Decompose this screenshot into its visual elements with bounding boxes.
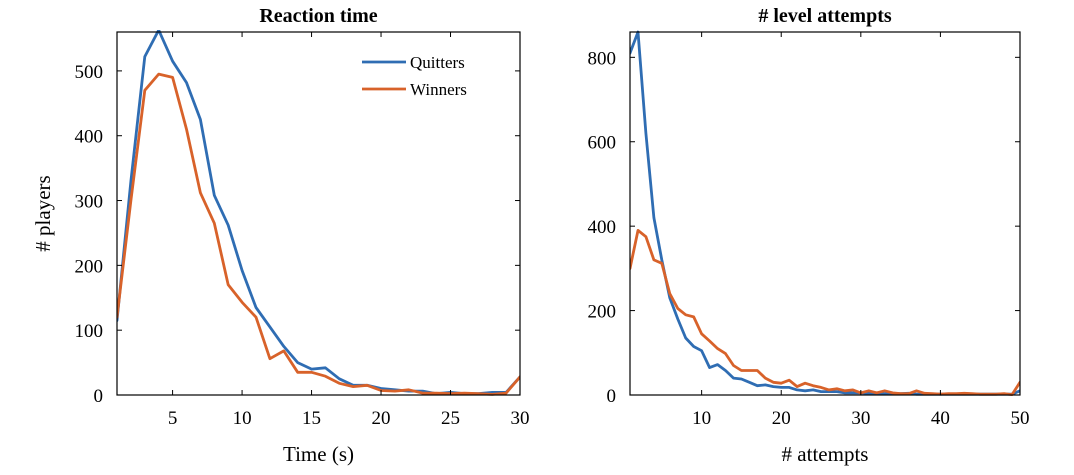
chart2-series-quitters-line <box>630 30 1020 396</box>
chart1-y-tick-label: 0 <box>94 386 104 407</box>
chart2-x-tick-label: 30 <box>851 408 870 429</box>
chart1-x-tick-label: 25 <box>441 408 460 429</box>
chart2-title: # level attempts <box>758 5 892 27</box>
chart2-y-tick-label: 400 <box>588 217 617 238</box>
chart1-title: Reaction time <box>259 5 377 27</box>
chart1-y-tick-label: 200 <box>75 256 104 277</box>
chart1-y-tick-label: 500 <box>75 62 104 83</box>
chart1-y-tick-label: 300 <box>75 192 104 213</box>
chart2-y-tick-label: 200 <box>588 302 617 323</box>
chart2-y-tick-label: 800 <box>588 48 617 69</box>
chart1-x-axis-label: Time (s) <box>283 442 354 466</box>
chart2-x-tick-label: 20 <box>772 408 791 429</box>
chart2-y-tick-label: 0 <box>607 386 617 407</box>
chart2-series-winners-line <box>630 228 1020 397</box>
chart1-legend-label-quitters: Quitters <box>410 53 465 72</box>
chart1-x-tick-label: 15 <box>302 408 321 429</box>
chart1-y-axis-label: # players <box>31 175 55 251</box>
chart-panel-2: # level attempts 10 20 30 40 50 0 200 400 600 800 #… <box>588 5 1030 466</box>
chart2-y-tick-label: 600 <box>588 133 617 154</box>
chart1-y-tick-label: 100 <box>75 321 104 342</box>
chart1-x-tick-label: 10 <box>233 408 252 429</box>
chart1-x-tick-label: 5 <box>168 408 178 429</box>
chart1-x-tick-label: 30 <box>511 408 530 429</box>
chart1-axes-frame <box>116 31 521 396</box>
chart2-x-axis-label: # attempts <box>782 442 869 466</box>
chart1-legend-label-winners: Winners <box>410 80 467 99</box>
chart2-x-tick-label: 40 <box>931 408 950 429</box>
chart1-x-tick-label: 20 <box>372 408 391 429</box>
chart1-series-winners-line <box>117 72 520 396</box>
chart2-axes-frame <box>629 31 1021 396</box>
chart2-x-tick-label: 50 <box>1011 408 1030 429</box>
chart1-y-tick-label: 400 <box>75 127 104 148</box>
chart2-x-tick-label: 10 <box>692 408 711 429</box>
chart1-legend: Quitters Winners <box>362 53 467 99</box>
